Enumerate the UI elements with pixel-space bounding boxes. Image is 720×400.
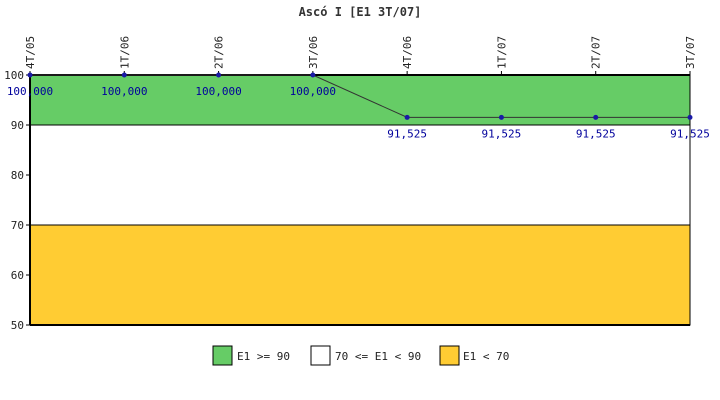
y-tick-label: 60 [11,269,24,282]
data-label: 91,525 [482,127,522,140]
data-point [310,72,316,78]
data-label: 91,525 [576,127,616,140]
data-label: 91,525 [387,127,427,140]
data-label: 100,000 [7,85,53,98]
data-label: 100,000 [101,85,147,98]
data-label: 100,000 [195,85,241,98]
data-point [27,72,33,78]
threshold-bands [29,74,691,326]
data-series [27,72,693,120]
data-point [216,72,222,78]
y-tick-label: 90 [11,119,24,132]
legend-label: E1 < 70 [463,350,509,363]
data-label: 100,000 [290,85,336,98]
band-0 [29,74,691,126]
y-tick-label: 70 [11,219,24,232]
x-tick-label: 3T/06 [307,36,320,69]
y-tick-label: 100 [4,69,24,82]
x-tick-label: 2T/06 [213,36,226,69]
data-labels: 100,000 100,000 100,000 100,000 91,525 91,525… [7,85,710,140]
y-tick-label: 50 [11,319,24,332]
data-point [687,114,693,120]
series-line [30,74,690,118]
data-point [498,114,504,120]
x-tick-label: 1T/07 [495,36,508,69]
legend-swatch [212,345,233,366]
legend-label: 70 <= E1 < 90 [335,350,421,363]
data-point [404,114,410,120]
legend-label: E1 >= 90 [237,350,290,363]
x-tick-label: 4T/06 [401,36,414,69]
data-label: 91,525 [670,127,710,140]
band-2 [29,224,691,326]
chart-title: Ascó I [E1 3T/07] [299,5,422,19]
legend-swatch [439,345,460,366]
band-1 [29,124,691,226]
x-tick-label: 4T/05 [24,36,37,69]
x-tick-label: 3T/07 [684,36,697,69]
x-tick-label: 1T/06 [118,36,131,69]
y-tick-label: 80 [11,169,24,182]
data-point [121,72,127,78]
legend-swatch [310,345,331,366]
data-point [593,114,599,120]
x-tick-label: 2T/07 [590,36,603,69]
legend: E1 >= 90 70 <= E1 < 90 E1 < 70 [212,345,509,366]
